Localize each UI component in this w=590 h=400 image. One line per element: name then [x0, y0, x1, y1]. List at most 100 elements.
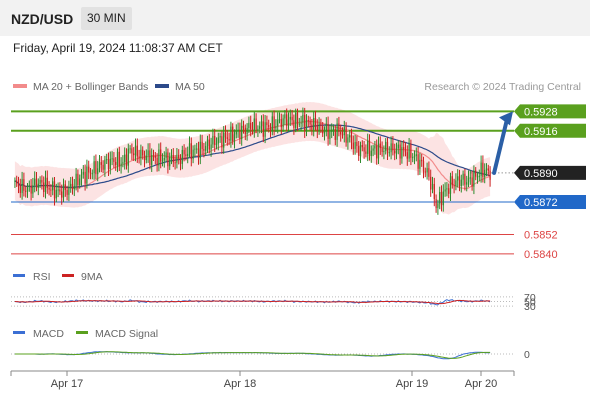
candle: [421, 153, 423, 167]
candle: [102, 160, 104, 174]
candle: [46, 170, 48, 194]
timeframe-button[interactable]: 30 MIN: [81, 7, 132, 30]
candle: [295, 108, 297, 133]
candle: [19, 178, 21, 198]
candle: [264, 115, 266, 144]
candle: [343, 120, 345, 143]
candle: [143, 150, 146, 168]
candle: [174, 155, 176, 170]
candle: [230, 121, 232, 148]
candle: [75, 167, 77, 191]
candle: [358, 141, 360, 161]
candle: [466, 175, 468, 192]
candle: [376, 139, 378, 165]
candle: [415, 147, 417, 162]
candle: [266, 115, 268, 132]
candle: [68, 180, 70, 202]
rsi-legend-label: RSI: [33, 271, 51, 283]
rsi-ma-legend-label: 9MA: [81, 271, 103, 283]
candle: [327, 116, 329, 146]
candle: [23, 172, 25, 197]
candle: [228, 132, 230, 146]
candle: [116, 148, 119, 173]
candle: [109, 151, 111, 175]
price-tag-label: 0.5928: [524, 106, 558, 118]
candle: [140, 144, 142, 166]
candle: [176, 147, 178, 169]
rsi-ma-line: [14, 299, 491, 305]
candle: [86, 159, 88, 189]
candle: [214, 128, 216, 153]
candle: [401, 141, 403, 164]
candle: [417, 146, 419, 176]
candle: [280, 113, 282, 135]
candle: [122, 155, 124, 168]
candle: [368, 134, 371, 161]
candle: [331, 123, 333, 139]
candle: [133, 147, 135, 161]
candle: [160, 142, 162, 169]
candle: [471, 170, 473, 191]
candle: [489, 166, 491, 187]
candle: [457, 169, 459, 188]
candle: [232, 123, 234, 145]
candle: [341, 127, 344, 139]
ma50-legend-swatch: [155, 84, 169, 88]
candle: [467, 170, 470, 188]
candle: [444, 182, 446, 197]
candle: [307, 115, 309, 127]
candle: [25, 185, 27, 198]
candle: [192, 145, 194, 164]
candle: [158, 143, 160, 172]
bollinger-band: [14, 102, 491, 215]
candle: [34, 171, 36, 193]
candle: [239, 122, 241, 145]
candle: [296, 108, 299, 132]
candle: [241, 119, 243, 146]
macd-legend-swatch: [13, 331, 25, 334]
time-tick-label: Apr 17: [51, 378, 83, 390]
candle: [70, 176, 72, 193]
candle: [244, 124, 246, 141]
candle: [424, 167, 426, 178]
candle: [392, 136, 394, 156]
candle: [237, 122, 239, 138]
candle: [196, 142, 198, 154]
minor_support-price-label: 0.5852: [524, 229, 558, 241]
candle: [282, 114, 284, 132]
candle: [278, 112, 281, 124]
candle: [147, 143, 149, 163]
candle: [149, 143, 151, 170]
candle: [50, 184, 52, 198]
candle: [336, 118, 338, 147]
price-tag-shape: [514, 195, 586, 210]
macd-signal-line: [14, 351, 491, 359]
candle: [262, 114, 264, 143]
candle: [73, 179, 75, 197]
candle: [332, 124, 335, 136]
candle: [88, 160, 90, 180]
candle: [449, 172, 452, 202]
candle: [347, 134, 349, 150]
candle: [48, 181, 50, 196]
forecast-arrow-head: [499, 111, 513, 126]
candle: [259, 121, 261, 134]
candle: [304, 107, 306, 138]
candle: [390, 136, 392, 160]
candle: [233, 129, 236, 149]
candle: [397, 140, 399, 155]
candle: [428, 161, 430, 181]
candle: [349, 130, 351, 143]
forecast-arrow: [492, 111, 513, 175]
candle: [476, 171, 479, 184]
candle: [372, 144, 374, 157]
candle: [80, 169, 83, 186]
candle: [300, 115, 302, 131]
candle: [172, 148, 174, 168]
candle: [394, 143, 396, 161]
candle: [446, 182, 448, 197]
candle: [152, 149, 155, 161]
candle: [473, 165, 475, 195]
candle: [138, 149, 140, 164]
